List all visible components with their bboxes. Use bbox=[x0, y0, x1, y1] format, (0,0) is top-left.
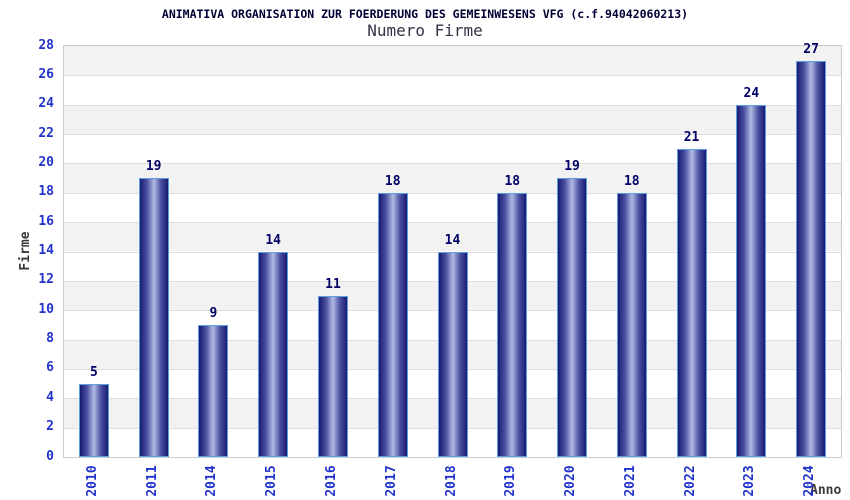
bar-value-label: 18 bbox=[384, 173, 401, 189]
y-tick-label: 20 bbox=[38, 154, 54, 170]
bar-2010 bbox=[78, 383, 109, 457]
plot-band bbox=[64, 46, 841, 76]
x-tick-label: 2021 bbox=[622, 465, 638, 497]
bar-value-label: 9 bbox=[209, 305, 218, 321]
bar-value-label: 21 bbox=[683, 129, 700, 145]
y-tick-label: 26 bbox=[38, 66, 54, 82]
gridline bbox=[64, 192, 841, 194]
x-tick-label: 2020 bbox=[563, 465, 579, 497]
plot-band bbox=[64, 134, 841, 164]
x-tick-label: 2011 bbox=[144, 465, 160, 497]
bar-value-label: 11 bbox=[325, 276, 341, 292]
bar-2023 bbox=[736, 104, 767, 457]
plot-area: 5 19 9 14 11 18 14 18 19 18 21 24 27 bbox=[63, 41, 842, 458]
y-tick-label: 4 bbox=[46, 389, 54, 405]
x-tick-label: 2023 bbox=[742, 465, 758, 497]
plot-band bbox=[64, 222, 841, 252]
x-tick-label: 2016 bbox=[323, 465, 339, 497]
bar-value-label: 18 bbox=[504, 173, 521, 189]
bar-2016 bbox=[317, 295, 348, 457]
plot-band bbox=[64, 104, 841, 135]
bar-2019 bbox=[497, 192, 528, 457]
y-tick-label: 10 bbox=[38, 301, 54, 317]
bar-value-label: 14 bbox=[444, 232, 461, 248]
y-tick-label: 8 bbox=[46, 331, 54, 347]
bar-2011 bbox=[138, 178, 169, 457]
bar-value-label: 19 bbox=[145, 159, 162, 175]
x-tick-label: 2010 bbox=[84, 465, 100, 497]
y-tick-label: 2 bbox=[46, 419, 54, 435]
bar-2018 bbox=[437, 251, 468, 457]
y-tick-label: 28 bbox=[38, 37, 54, 53]
bar-2022 bbox=[676, 148, 707, 457]
bar-2021 bbox=[616, 192, 647, 457]
y-tick-label: 24 bbox=[38, 96, 54, 112]
y-tick-label: 0 bbox=[46, 448, 54, 464]
x-tick-label: 2022 bbox=[682, 465, 698, 497]
bar-value-label: 19 bbox=[564, 159, 580, 175]
bar-2015 bbox=[258, 251, 289, 457]
gridline bbox=[64, 104, 841, 106]
gridline bbox=[64, 222, 841, 224]
y-tick-label: 16 bbox=[38, 213, 54, 229]
x-tick-label: 2015 bbox=[264, 465, 280, 497]
x-axis-label: Anno bbox=[810, 483, 842, 498]
plot-band bbox=[64, 192, 841, 223]
chart-title: ANIMATIVA ORGANISATION ZUR FOERDERUNG DE… bbox=[161, 7, 689, 21]
bar-value-label: 14 bbox=[265, 232, 282, 248]
bar-2017 bbox=[377, 192, 408, 457]
x-tick-label: 2018 bbox=[443, 465, 459, 497]
bar-2024 bbox=[796, 60, 827, 457]
bar-value-label: 27 bbox=[803, 41, 819, 57]
y-tick-label: 22 bbox=[38, 125, 54, 141]
gridline bbox=[64, 163, 841, 165]
bar-value-label: 18 bbox=[623, 173, 640, 189]
plot-band bbox=[64, 163, 841, 193]
y-tick-label: 18 bbox=[38, 184, 54, 200]
x-tick-label: 2014 bbox=[204, 465, 220, 497]
bar-value-label: 24 bbox=[743, 85, 760, 101]
bar-2014 bbox=[198, 324, 229, 457]
plot-band bbox=[64, 75, 841, 105]
x-tick-label: 2019 bbox=[503, 465, 519, 497]
y-tick-label: 14 bbox=[38, 243, 54, 258]
y-tick-label: 12 bbox=[38, 272, 54, 288]
bar-value-label: 5 bbox=[89, 364, 98, 380]
x-tick-label: 2017 bbox=[383, 465, 399, 497]
y-tick-label: 6 bbox=[46, 360, 54, 376]
bar-2020 bbox=[557, 178, 588, 457]
chart-subtitle: Numero Firme bbox=[367, 21, 483, 40]
x-tick-label: 2024 bbox=[802, 465, 818, 497]
gridline bbox=[64, 134, 841, 136]
gridline bbox=[64, 75, 841, 77]
